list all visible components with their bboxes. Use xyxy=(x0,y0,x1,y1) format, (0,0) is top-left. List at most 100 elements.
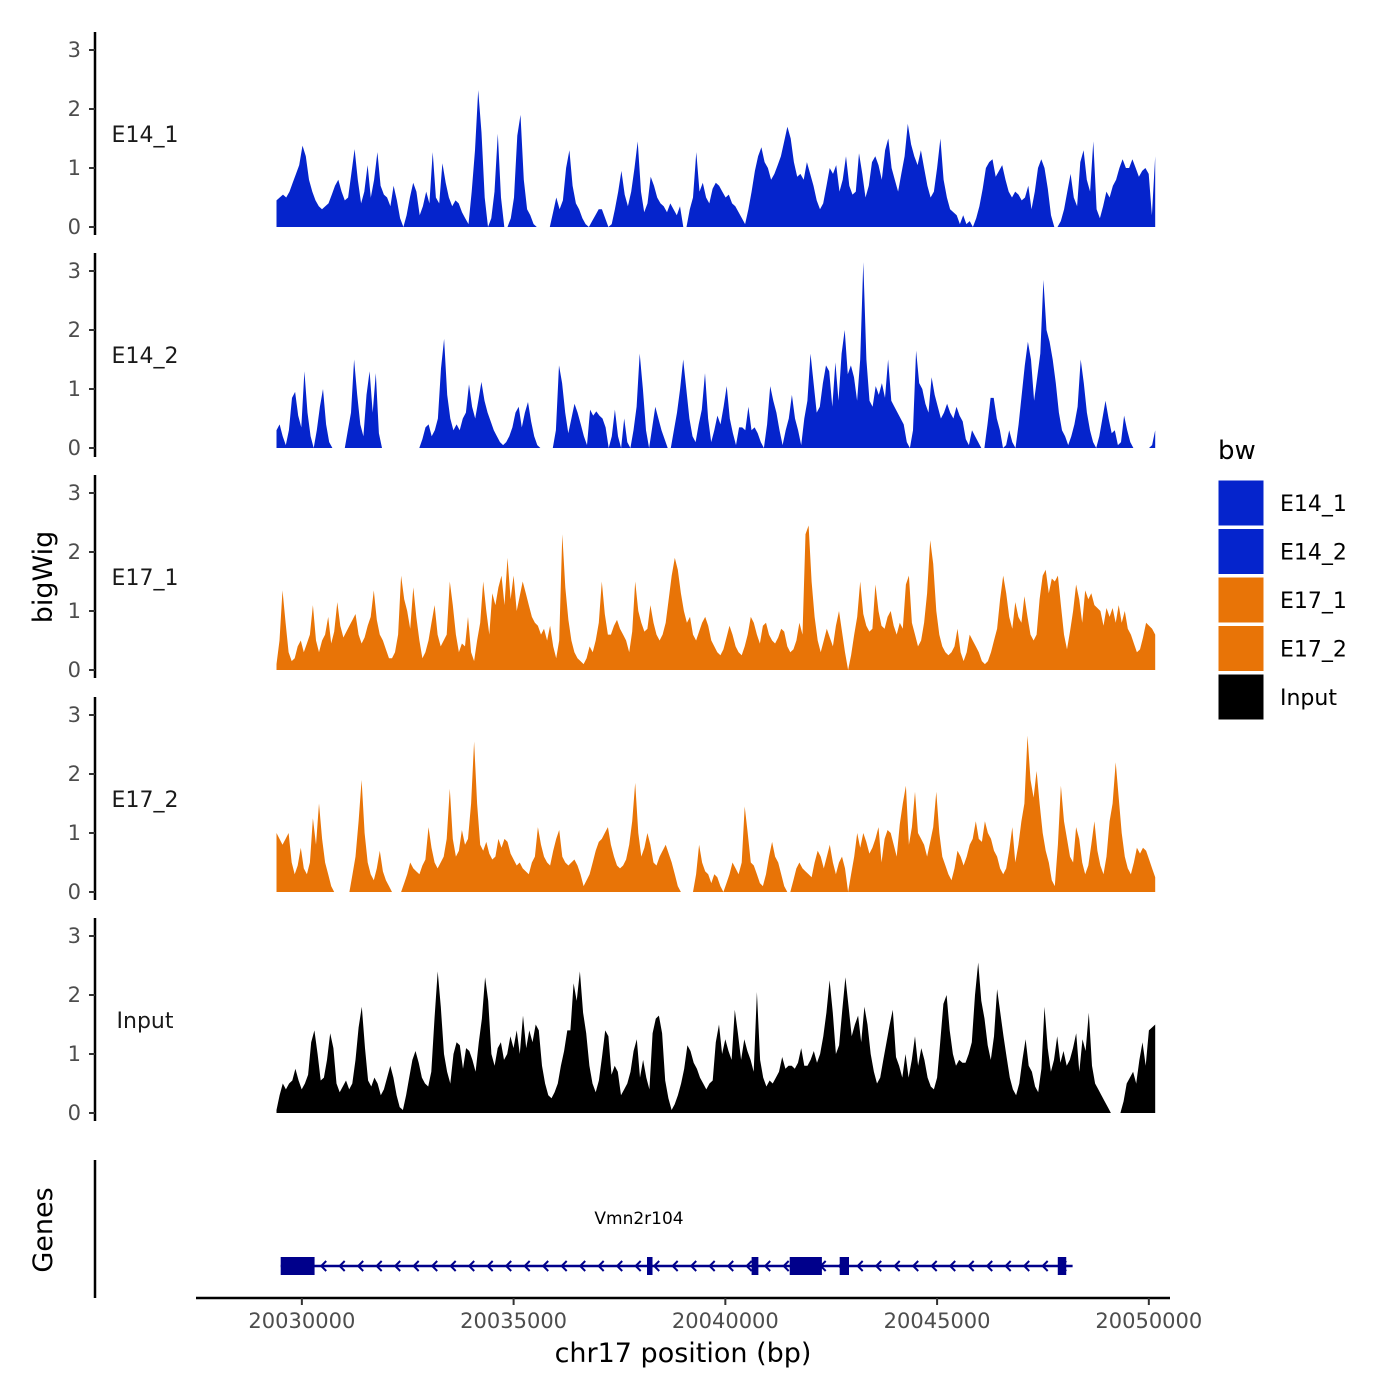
strand-arrow xyxy=(615,1260,623,1272)
genes-panel-title: Genes xyxy=(28,1187,59,1272)
strand-arrow xyxy=(449,1260,457,1272)
y-tick-label: 3 xyxy=(68,259,81,283)
signal-area-e17-1 xyxy=(276,525,1156,670)
strand-arrow xyxy=(671,1260,679,1272)
gene-exon xyxy=(1057,1257,1067,1275)
x-tick-label: 20030000 xyxy=(248,1309,355,1333)
y-tick-label: 0 xyxy=(68,215,81,239)
strand-arrow xyxy=(467,1260,475,1272)
gene-name-label: Vmn2r104 xyxy=(594,1209,683,1229)
y-tick-label: 0 xyxy=(68,880,81,904)
y-tick-label: 1 xyxy=(68,599,81,623)
y-tick-label: 1 xyxy=(68,821,81,845)
strand-arrow xyxy=(486,1260,494,1272)
legend-label: E17_1 xyxy=(1280,589,1347,614)
strand-arrow xyxy=(319,1260,327,1272)
y-tick-label: 2 xyxy=(68,762,81,786)
x-tick-label: 20040000 xyxy=(672,1309,779,1333)
track-label: E17_2 xyxy=(112,788,179,813)
y-tick-label: 3 xyxy=(68,703,81,727)
strand-arrow xyxy=(782,1260,790,1272)
y-tick-label: 0 xyxy=(68,1101,81,1125)
track-e17-1: 0 1 2 3 E17_1 xyxy=(68,475,1156,682)
track-input: 0 1 2 3 Input xyxy=(68,918,1156,1125)
track-label: E17_1 xyxy=(112,566,179,591)
strand-arrow xyxy=(948,1260,956,1272)
y-tick-label: 1 xyxy=(68,156,81,180)
track-e17-2: 0 1 2 3 E17_2 xyxy=(68,697,1156,904)
strand-arrow xyxy=(893,1260,901,1272)
strand-arrow xyxy=(763,1260,771,1272)
y-tick-label: 2 xyxy=(68,318,81,342)
y-axis-title: bigWig xyxy=(28,531,59,624)
strand-arrow xyxy=(356,1260,364,1272)
strand-arrow xyxy=(708,1260,716,1272)
strand-arrow xyxy=(578,1260,586,1272)
strand-arrow xyxy=(911,1260,919,1272)
legend-label: E14_1 xyxy=(1280,492,1347,517)
y-tick-label: 3 xyxy=(68,481,81,505)
strand-arrow xyxy=(874,1260,882,1272)
legend-swatch xyxy=(1217,625,1265,672)
legend-swatch xyxy=(1217,528,1265,575)
legend: bw E14_1 E14_2 E17_1 E17_2 Input xyxy=(1217,436,1347,721)
track-e14-2: 0 1 2 3 E14_2 xyxy=(68,253,1156,460)
legend-label: Input xyxy=(1280,686,1337,711)
strand-arrow xyxy=(541,1260,549,1272)
y-tick-label: 2 xyxy=(68,540,81,564)
legend-label: E14_2 xyxy=(1280,541,1347,566)
gene-exon xyxy=(751,1257,759,1275)
strand-arrow xyxy=(1022,1260,1030,1272)
legend-swatch xyxy=(1217,479,1265,527)
legend-title: bw xyxy=(1218,436,1256,466)
track-e14-1: 0 1 2 3 E14_1 xyxy=(68,32,1156,239)
genes-panel: Vmn2r104 xyxy=(93,1160,1073,1298)
y-tick-label: 1 xyxy=(68,1042,81,1066)
strand-arrow xyxy=(412,1260,420,1272)
gene-exon xyxy=(839,1257,850,1275)
strand-arrow xyxy=(597,1260,605,1272)
y-tick-label: 2 xyxy=(68,97,81,121)
track-label: E14_1 xyxy=(112,123,179,148)
strand-arrow xyxy=(430,1260,438,1272)
x-axis-title: chr17 position (bp) xyxy=(555,1338,812,1369)
y-tick-label: 3 xyxy=(68,924,81,948)
x-tick-label: 20035000 xyxy=(460,1309,567,1333)
strand-arrow xyxy=(856,1260,864,1272)
strand-arrow xyxy=(1041,1260,1049,1272)
strand-arrow xyxy=(930,1260,938,1272)
x-tick-label: 20045000 xyxy=(884,1309,991,1333)
strand-arrow xyxy=(504,1260,512,1272)
signal-area-e17-2 xyxy=(276,735,1156,892)
track-label: Input xyxy=(117,1009,174,1034)
y-tick-label: 1 xyxy=(68,377,81,401)
signal-area-e14-2 xyxy=(276,262,1156,448)
legend-swatch xyxy=(1217,673,1265,721)
legend-label: E17_2 xyxy=(1280,638,1347,663)
signal-area-e14-1 xyxy=(276,90,1156,227)
strand-arrow xyxy=(689,1260,697,1272)
strand-arrow xyxy=(393,1260,401,1272)
gene-exon xyxy=(789,1257,822,1275)
strand-arrow xyxy=(523,1260,531,1272)
signal-area-input xyxy=(276,962,1156,1113)
strand-arrow xyxy=(634,1260,642,1272)
legend-swatch xyxy=(1217,576,1265,624)
track-label: E14_2 xyxy=(112,344,179,369)
y-tick-label: 0 xyxy=(68,436,81,460)
y-tick-label: 0 xyxy=(68,658,81,682)
strand-arrow xyxy=(1004,1260,1012,1272)
gene-exon xyxy=(647,1257,653,1275)
strand-arrow xyxy=(967,1260,975,1272)
strand-arrow xyxy=(338,1260,346,1272)
y-tick-label: 2 xyxy=(68,983,81,1007)
strand-arrow xyxy=(726,1260,734,1272)
strand-arrow xyxy=(745,1260,753,1272)
strand-arrow xyxy=(652,1260,660,1272)
gene-exon xyxy=(280,1257,315,1275)
y-tick-label: 3 xyxy=(68,38,81,62)
x-tick-label: 20050000 xyxy=(1095,1309,1202,1333)
tracks-layer: 0 1 2 3 E14_1 0 1 2 3 E14_2 0 1 2 3 E17_1 0 1 2 3 E17_2 0 1 2 3… xyxy=(68,32,1156,1125)
strand-arrow xyxy=(375,1260,383,1272)
